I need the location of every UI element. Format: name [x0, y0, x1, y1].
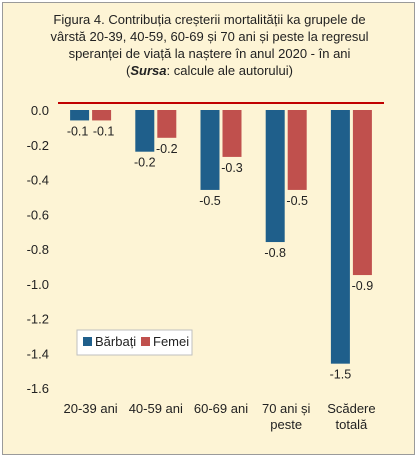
legend-swatch [141, 337, 150, 346]
y-tick-label: -0.6 [27, 207, 49, 222]
y-tick-label: -1.2 [27, 312, 49, 327]
bar-femei [222, 110, 242, 157]
title-line-1: Figura 4. Contribuția creșterii mortalit… [53, 12, 366, 27]
title-source: (Sursa: calcule ale autorului) [13, 62, 406, 79]
category-label: peste [270, 417, 302, 432]
bars [70, 110, 372, 364]
y-tick-label: 0.0 [31, 103, 49, 118]
bar-barbati [200, 110, 220, 190]
y-tick-label: -0.8 [27, 242, 49, 257]
bar-femei [157, 110, 177, 138]
category-label: 40-59 ani [129, 401, 183, 416]
legend-label: Bărbați [95, 334, 136, 349]
category-label: 60-69 ani [194, 401, 248, 416]
bar-barbati [265, 110, 285, 243]
bar-femei [352, 110, 372, 276]
data-label: -0.8 [264, 246, 286, 260]
y-tick-label: -0.4 [27, 173, 49, 188]
y-tick-label: -0.2 [27, 138, 49, 153]
data-label: -0.5 [199, 194, 221, 208]
data-label: -0.2 [156, 142, 178, 156]
data-label: -0.5 [286, 194, 308, 208]
source-open: ( [126, 63, 131, 78]
legend: Bărbați Femei [76, 329, 193, 356]
category-label: totală [335, 417, 368, 432]
data-label: -0.9 [352, 279, 374, 293]
chart-title: Figura 4. Contribuția creșterii mortalit… [13, 11, 406, 79]
y-axis: 0.0 -0.2 -0.4 -0.6 -0.8 -1.0 -1.2 -1.4 -1.6 [27, 103, 49, 396]
title-line-3: speranței de viață la naștere în anul 20… [68, 46, 351, 61]
legend-swatch [83, 337, 92, 346]
bar-barbati [70, 110, 90, 121]
data-labels: -0.1 -0.1 -0.2-0.2 -0.5 -0.3 -0.8 -0.5 -1.5 -0.9 [67, 124, 373, 381]
x-axis: 20-39 ani 40-59 ani 60-69 ani 70 ani șipest… [63, 401, 375, 432]
bar-barbati [135, 110, 155, 152]
data-label: -0.1 [67, 124, 89, 138]
data-label: -1.5 [330, 368, 352, 382]
y-tick-label: -1.4 [27, 346, 49, 361]
legend-box [76, 329, 193, 356]
data-label: -0.3 [221, 161, 243, 175]
category-label: Scădere [327, 401, 375, 416]
y-tick-label: -1.6 [27, 381, 49, 396]
source-rest: : calcule ale autorului) [166, 63, 293, 78]
title-line-2: vârstă 20-39, 40-59, 60-69 și 70 ani și … [50, 29, 369, 44]
y-tick-label: -1.0 [27, 277, 49, 292]
data-label: -0.2 [134, 156, 156, 170]
source-word: Sursa [130, 63, 167, 78]
category-label: 70 ani și [262, 401, 311, 416]
bar-femei [287, 110, 307, 190]
bar-barbati [330, 110, 350, 364]
data-label: -0.1 [93, 124, 115, 138]
category-label: 20-39 ani [63, 401, 117, 416]
legend-label: Femei [153, 334, 189, 349]
bar-femei [92, 110, 112, 121]
